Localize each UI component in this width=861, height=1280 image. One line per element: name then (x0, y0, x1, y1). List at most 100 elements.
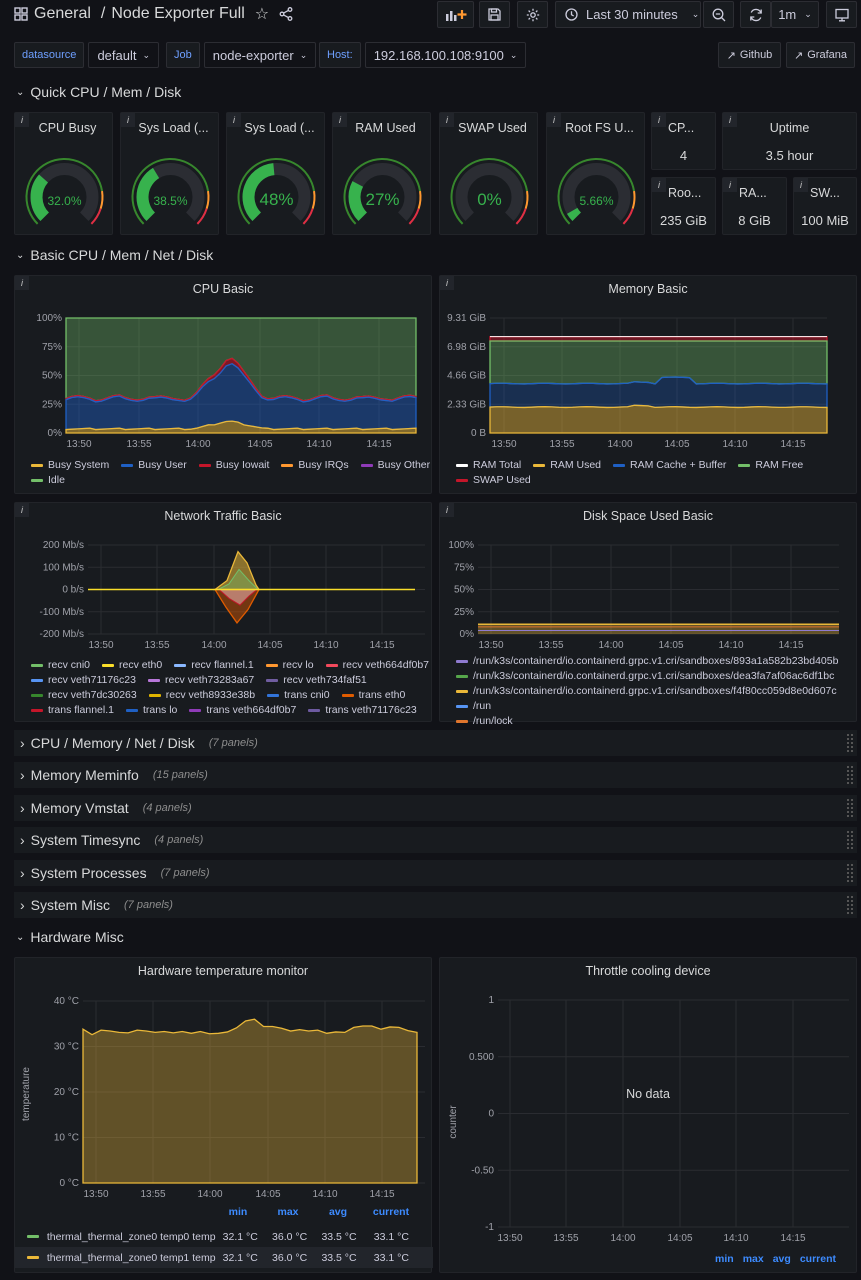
legend-column-header[interactable]: current (372, 1206, 410, 1218)
legend-item[interactable]: recv veth73283a67 (147, 674, 254, 686)
legend-column-header[interactable]: min (715, 1253, 734, 1265)
legend-item[interactable]: RAM Cache + Buffer (613, 459, 726, 471)
collapsed-row[interactable]: › CPU / Memory / Net / Disk (7 panels) (14, 730, 857, 756)
datasource-select[interactable]: default ⌄ (88, 42, 160, 68)
dashboard-settings-button[interactable] (517, 1, 548, 28)
legend-item[interactable]: recv veth734faf51 (266, 674, 367, 686)
legend-item[interactable]: /run/k3s/containerd/io.containerd.grpc.v… (456, 670, 852, 682)
gauge-panel[interactable]: i SWAP Used 0% (439, 112, 538, 235)
legend-column-header[interactable]: current (799, 1253, 836, 1265)
legend-item[interactable]: Busy IRQs (281, 459, 349, 471)
legend-item[interactable]: recv veth8933e38b (148, 689, 255, 701)
temperature-chart[interactable]: 0 °C 10 °C 20 °C 30 °C 40 °C 13:50 13:55 14:00 1… (15, 984, 433, 1229)
save-dashboard-button[interactable] (479, 1, 510, 28)
info-icon[interactable]: i (440, 503, 454, 517)
legend-item[interactable]: SWAP Used (456, 474, 531, 486)
drag-handle-icon[interactable] (847, 799, 853, 817)
legend-item[interactable]: recv lo (265, 659, 314, 671)
gauge-panel[interactable]: i CPU Busy 32.0% (14, 112, 113, 235)
time-range-picker[interactable]: Last 30 minutes ⌄ (555, 1, 701, 28)
legend-column-header[interactable]: max (742, 1253, 764, 1265)
legend-item[interactable]: trans veth71176c23 (308, 704, 417, 716)
collapsed-row[interactable]: › System Timesync (4 panels) (14, 827, 857, 853)
legend-item[interactable]: trans cni0 (267, 689, 330, 701)
legend-item[interactable]: recv eth0 (102, 659, 162, 671)
legend-item[interactable]: Busy Iowait (198, 459, 269, 471)
legend-item[interactable]: RAM Used (533, 459, 601, 471)
info-icon[interactable]: i (15, 276, 29, 290)
legend-item[interactable]: recv veth71176c23 (31, 674, 136, 686)
host-select[interactable]: 192.168.100.108:9100 ⌄ (364, 42, 527, 68)
row-quick-cpu-mem-disk[interactable]: ⌄ Quick CPU / Mem / Disk (16, 84, 181, 100)
legend-column-header[interactable]: min (228, 1206, 248, 1218)
panel-network-traffic-basic[interactable]: i Network Traffic Basic -200 Mb/s -100 Mb… (14, 502, 432, 722)
zoom-out-button[interactable] (703, 1, 734, 28)
panel-hardware-temperature[interactable]: Hardware temperature monitor 0 °C 10 °C 20… (14, 957, 433, 1273)
legend-item[interactable]: /run/k3s/containerd/io.containerd.grpc.v… (456, 685, 852, 697)
collapsed-row[interactable]: › System Processes (7 panels) (14, 860, 857, 886)
collapsed-row[interactable]: › Memory Vmstat (4 panels) (14, 795, 857, 821)
memory-basic-chart[interactable]: 0 B 2.33 GiB 4.66 GiB 6.98 GiB 9.31 GiB 13:50… (440, 302, 858, 477)
panel-throttle-cooling[interactable]: Throttle cooling device -1 -0.50 0 0.500 1 13… (439, 957, 857, 1273)
throttle-chart[interactable]: -1 -0.50 0 0.500 1 13:50 13:55 14:00 14:05 14:10 1… (440, 984, 858, 1249)
info-icon[interactable]: i (723, 178, 737, 192)
legend-item[interactable]: Busy System (31, 459, 109, 471)
info-icon[interactable]: i (723, 113, 737, 127)
dashboard-title[interactable]: Node Exporter Full (111, 5, 245, 22)
refresh-interval-picker[interactable]: 1m ⌄ (771, 1, 819, 28)
info-icon[interactable]: i (652, 178, 666, 192)
refresh-button[interactable] (740, 1, 771, 28)
drag-handle-icon[interactable] (847, 864, 853, 882)
legend-item[interactable]: Idle (31, 474, 65, 486)
legend-item[interactable]: Busy Other (360, 459, 430, 471)
disk-space-chart[interactable]: 0% 25% 50% 75% 100% 13:50 13:55 14:00 14:05 14:10… (440, 529, 858, 684)
dashboards-grid-icon[interactable] (14, 7, 28, 21)
legend-item[interactable]: RAM Total (456, 459, 521, 471)
stat-panel-uptime[interactable]: i Uptime 3.5 hour (722, 112, 857, 170)
collapsed-row[interactable]: › System Misc (7 panels) (14, 892, 857, 918)
legend-item[interactable]: RAM Free (738, 459, 803, 471)
grafana-link[interactable]: ↗ Grafana (786, 42, 855, 68)
legend-column-header[interactable]: avg (328, 1206, 348, 1218)
legend-item[interactable]: recv flannel.1 (174, 659, 254, 671)
info-icon[interactable]: i (121, 113, 135, 127)
info-icon[interactable]: i (794, 178, 808, 192)
row-hardware-misc[interactable]: ⌄ Hardware Misc (16, 929, 124, 945)
info-icon[interactable]: i (652, 113, 666, 127)
gauge-panel[interactable]: i RAM Used 27% (332, 112, 431, 235)
breadcrumb-folder[interactable]: General (34, 5, 91, 22)
panel-disk-space-used-basic[interactable]: i Disk Space Used Basic 0% 25% 50% 75% 100% 1… (439, 502, 858, 727)
info-icon[interactable]: i (15, 503, 29, 517)
legend-item[interactable]: Busy User (121, 459, 187, 471)
legend-column-header[interactable]: max (277, 1206, 299, 1218)
legend-column-header[interactable]: avg (772, 1253, 791, 1265)
share-icon[interactable] (279, 7, 293, 21)
info-icon[interactable]: i (547, 113, 561, 127)
legend-item[interactable]: trans flannel.1 (31, 704, 114, 716)
add-panel-button[interactable] (437, 1, 474, 28)
info-icon[interactable]: i (15, 113, 29, 127)
legend-item[interactable]: trans lo (125, 704, 177, 716)
legend-item[interactable]: trans eth0 (341, 689, 405, 701)
star-icon[interactable]: ☆ (254, 6, 270, 23)
legend-item[interactable]: /run/lock (456, 715, 852, 727)
gauge-panel[interactable]: i Sys Load (... 48% (226, 112, 325, 235)
collapsed-row[interactable]: › Memory Meminfo (15 panels) (14, 762, 857, 788)
stat-panel-ram-total[interactable]: i RA... 8 GiB (722, 177, 787, 235)
info-icon[interactable]: i (440, 276, 454, 290)
network-traffic-chart[interactable]: -200 Mb/s -100 Mb/s 0 b/s 100 Mb/s 200 Mb/s 1… (15, 529, 433, 684)
tv-mode-button[interactable] (826, 1, 857, 28)
legend-table-row[interactable]: thermal_thermal_zone0 temp0 temp 32.1 °C 3… (15, 1226, 433, 1247)
legend-item[interactable]: /run/k3s/containerd/io.containerd.grpc.v… (456, 655, 852, 667)
legend-item[interactable]: trans veth664df0b7 (189, 704, 296, 716)
info-icon[interactable]: i (227, 113, 241, 127)
gauge-panel[interactable]: i Root FS U... 5.66% (546, 112, 645, 235)
legend-table-row[interactable]: thermal_thermal_zone0 temp1 temp 32.1 °C 3… (15, 1247, 433, 1268)
panel-memory-basic[interactable]: i Memory Basic 0 B 2.33 GiB 4.66 GiB 6.98 G… (439, 275, 857, 494)
stat-panel-swap-total[interactable]: i SW... 100 MiB (793, 177, 857, 235)
legend-item[interactable]: /run (456, 700, 852, 712)
legend-item[interactable]: recv veth7dc30263 (31, 689, 137, 701)
stat-panel-cpu-cores[interactable]: i CP... 4 (651, 112, 716, 170)
gauge-panel[interactable]: i Sys Load (... 38.5% (120, 112, 219, 235)
cpu-basic-chart[interactable]: 0% 25% 50% 75% 100% 13:50 13:55 14:00 14:05 14:10… (15, 302, 433, 477)
